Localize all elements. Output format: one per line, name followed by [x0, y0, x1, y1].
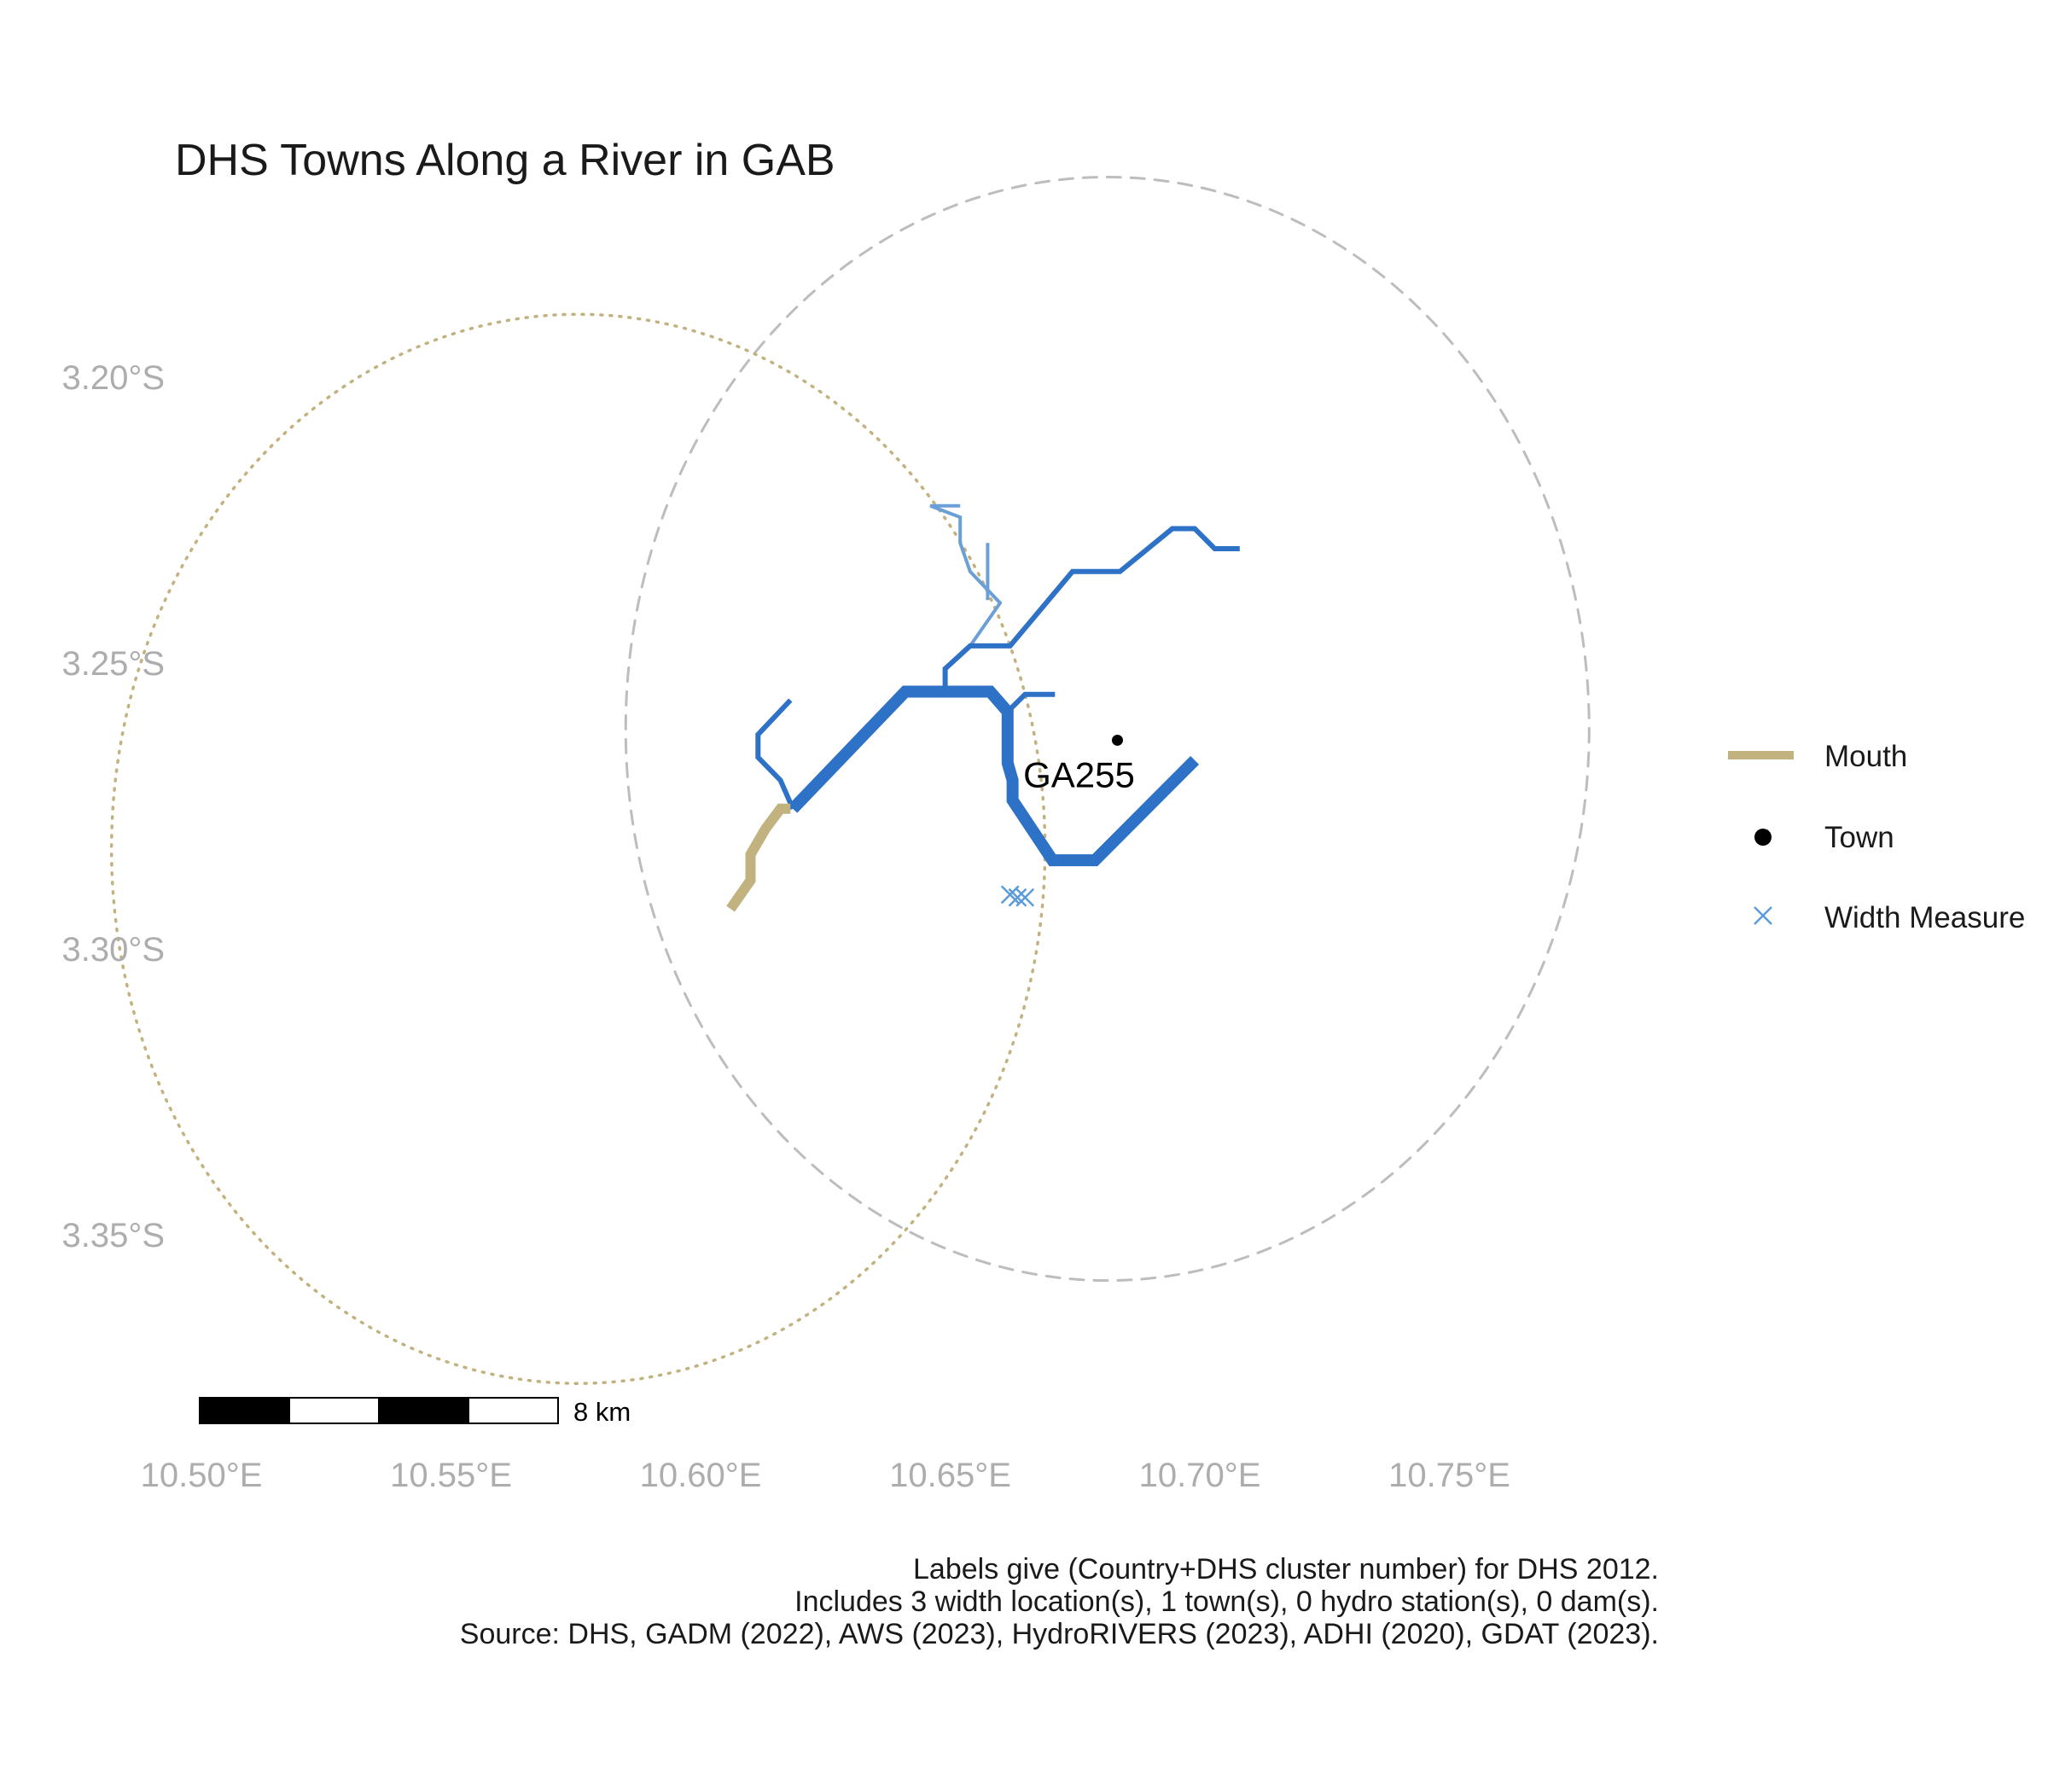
chart-title: DHS Towns Along a River in GAB	[175, 136, 835, 185]
caption-line-1: Labels give (Country+DHS cluster number)…	[913, 1553, 1659, 1585]
buffer-circles	[109, 176, 1591, 1385]
town-label: GA255	[1023, 754, 1135, 794]
river-segment-1	[788, 685, 1200, 867]
legend-town-label: Town	[1824, 821, 1894, 854]
river-mouth-segment	[726, 803, 791, 912]
town-point	[1111, 734, 1123, 746]
width-measure-marker	[1008, 887, 1027, 907]
buffer-circle-dotted	[109, 312, 1047, 1385]
caption-line-3: Source: DHS, GADM (2022), AWS (2023), Hy…	[460, 1618, 1659, 1650]
legend: Mouth Town Width Measure	[1728, 740, 2025, 934]
x-tick-label: 10.65°E	[889, 1457, 1011, 1494]
tributary-segment-1	[929, 503, 1003, 648]
legend-town-swatch	[1754, 829, 1772, 846]
x-tick-label: 10.60°E	[640, 1457, 762, 1494]
y-tick-label: 3.30°S	[61, 931, 165, 969]
scale-bar-segment-1	[199, 1397, 290, 1424]
width-measure-marker	[1015, 887, 1035, 907]
scale-bar-segment-2	[288, 1397, 380, 1424]
scale-bar-segment-4	[468, 1397, 559, 1424]
width-measure-stroke	[1000, 885, 1020, 905]
river-segment-3	[1005, 691, 1056, 714]
width-measure-stroke	[1008, 887, 1027, 907]
x-tick-label: 10.70°E	[1139, 1457, 1261, 1494]
legend-width-label: Width Measure	[1824, 901, 2025, 934]
legend-mouth-label: Mouth	[1824, 740, 1907, 773]
scale-bar-segment-3	[378, 1397, 469, 1424]
map-markers: GA255	[1000, 734, 1135, 907]
legend-width-swatch	[1754, 906, 1772, 925]
river-segment-4	[942, 526, 1240, 692]
y-axis-ticks: 3.20°S 3.25°S 3.30°S 3.35°S	[61, 359, 165, 1254]
x-tick-label: 10.50°E	[141, 1457, 263, 1494]
caption: Labels give (Country+DHS cluster number)…	[460, 1553, 1659, 1650]
buffer-circle-dashed	[624, 176, 1591, 1283]
river-network	[726, 503, 1240, 912]
scale-bar: 8 km	[199, 1397, 631, 1427]
scale-bar-label: 8 km	[573, 1397, 631, 1427]
y-tick-label: 3.35°S	[61, 1217, 165, 1254]
y-tick-label: 3.20°S	[61, 359, 165, 397]
caption-line-2: Includes 3 width location(s), 1 town(s),…	[794, 1585, 1659, 1618]
y-tick-label: 3.25°S	[61, 645, 165, 683]
width-measure-stroke	[1015, 887, 1035, 907]
x-axis-ticks: 10.50°E 10.55°E 10.60°E 10.65°E 10.70°E 10.75…	[141, 1457, 1510, 1494]
x-tick-label: 10.75°E	[1388, 1457, 1510, 1494]
x-tick-label: 10.55°E	[390, 1457, 512, 1494]
river-segment-2	[755, 698, 795, 811]
